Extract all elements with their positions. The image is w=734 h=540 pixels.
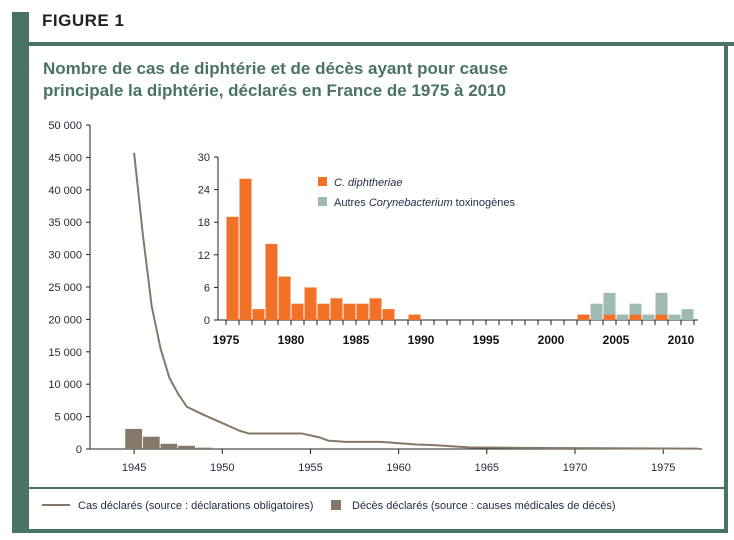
c-diphtheriae-bar xyxy=(343,303,356,320)
deaths-bar xyxy=(195,447,213,449)
deaths-bar xyxy=(178,445,195,449)
c-diphtheriae-bar xyxy=(408,314,421,320)
main-y-tick-label: 40 000 xyxy=(48,185,82,197)
main-x-tick-label: 1970 xyxy=(563,462,587,474)
main-x-tick-label: 1960 xyxy=(386,462,410,474)
legend-swatch-c-diphtheriae xyxy=(318,177,327,186)
other-corynebacterium-bar xyxy=(668,314,681,320)
c-diphtheriae-bar xyxy=(226,216,239,320)
inset-y-tick-label: 24 xyxy=(198,185,210,197)
other-corynebacterium-bar xyxy=(590,303,603,320)
frame-right-border xyxy=(724,42,728,533)
other-corynebacterium-bar xyxy=(681,309,694,320)
c-diphtheriae-bar xyxy=(330,298,343,320)
inset-x-tick-label: 1995 xyxy=(473,333,500,347)
other-corynebacterium-bar xyxy=(629,303,642,315)
chart-title-line1: Nombre de cas de diphtérie et de décès a… xyxy=(43,59,508,78)
chart-title: Nombre de cas de diphtérie et de décès a… xyxy=(43,58,508,102)
other-corynebacterium-bar xyxy=(603,292,616,315)
main-y-tick-label: 50 000 xyxy=(48,120,82,132)
c-diphtheriae-bar xyxy=(239,178,252,320)
inset-y-tick-label: 12 xyxy=(198,250,210,262)
inset-x-tick-label: 2010 xyxy=(668,333,695,347)
c-diphtheriae-bar xyxy=(577,314,590,320)
main-y-tick-label: 35 000 xyxy=(48,217,82,229)
c-diphtheriae-bar xyxy=(356,303,369,320)
inset-y-tick-label: 18 xyxy=(198,217,210,229)
legend-label-c-diphtheriae: C. diphtheriae xyxy=(334,177,403,189)
other-corynebacterium-bar xyxy=(655,292,668,315)
legend-label-part: Corynebacterium xyxy=(369,197,453,209)
frame-bottom-border xyxy=(12,529,728,533)
c-diphtheriae-bar xyxy=(278,276,291,320)
header-rule xyxy=(29,42,734,46)
inset-y-tick-label: 6 xyxy=(204,282,210,294)
c-diphtheriae-bar xyxy=(382,309,395,320)
deaths-bar xyxy=(125,428,143,449)
inset-y-tick-label: 30 xyxy=(198,152,210,164)
main-y-tick-label: 5 000 xyxy=(54,412,82,424)
main-y-tick-label: 25 000 xyxy=(48,282,82,294)
c-diphtheriae-bar xyxy=(655,314,668,320)
deaths-bar xyxy=(160,443,178,449)
c-diphtheriae-bar xyxy=(304,287,317,320)
inset-x-tick-label: 1985 xyxy=(343,333,370,347)
legend-swatch-other-corynebacterium xyxy=(318,197,327,206)
other-corynebacterium-bar xyxy=(642,314,655,320)
main-x-tick-label: 1950 xyxy=(210,462,234,474)
main-y-tick-label: 20 000 xyxy=(48,314,82,326)
main-x-tick-label: 1955 xyxy=(298,462,322,474)
legend-label-part: Autres xyxy=(334,197,369,209)
figure-label: FIGURE 1 xyxy=(42,11,125,30)
inset-x-tick-label: 1990 xyxy=(408,333,435,347)
legend-label-cases: Cas déclarés (source : déclarations obli… xyxy=(78,500,313,512)
inset-x-tick-label: 1975 xyxy=(213,333,240,347)
legend-rule xyxy=(29,487,724,489)
left-accent-bar xyxy=(12,12,29,533)
inset-y-tick-label: 0 xyxy=(204,315,210,327)
legend-swatch-deaths xyxy=(331,500,341,510)
c-diphtheriae-bar xyxy=(291,303,304,320)
main-y-tick-label: 10 000 xyxy=(48,379,82,391)
c-diphtheriae-bar xyxy=(629,314,642,320)
inset-x-tick-label: 2005 xyxy=(603,333,630,347)
c-diphtheriae-bar xyxy=(317,303,330,320)
other-corynebacterium-bar xyxy=(616,314,629,320)
inset-x-tick-label: 2000 xyxy=(538,333,565,347)
c-diphtheriae-bar xyxy=(265,243,278,320)
main-x-tick-label: 1945 xyxy=(122,462,146,474)
main-x-tick-label: 1975 xyxy=(651,462,675,474)
inset-x-tick-label: 1980 xyxy=(278,333,305,347)
main-x-tick-label: 1965 xyxy=(475,462,499,474)
cases-line xyxy=(133,152,699,450)
main-y-tick-label: 30 000 xyxy=(48,250,82,262)
main-y-tick-label: 45 000 xyxy=(48,152,82,164)
legend-label-other-corynebacterium: Autres Corynebacterium toxinogènes xyxy=(334,197,516,209)
c-diphtheriae-bar xyxy=(252,309,265,320)
c-diphtheriae-bar xyxy=(369,298,382,320)
main-y-tick-label: 0 xyxy=(76,444,82,456)
c-diphtheriae-bar xyxy=(603,314,616,320)
legend-label-part: toxinogènes xyxy=(453,197,516,209)
chart-title-line2: principale la diphtérie, déclarés en Fra… xyxy=(43,81,507,100)
main-y-tick-label: 15 000 xyxy=(48,347,82,359)
legend-label-deaths: Décès déclarés (source : causes médicale… xyxy=(352,500,616,512)
deaths-bar xyxy=(142,436,160,449)
